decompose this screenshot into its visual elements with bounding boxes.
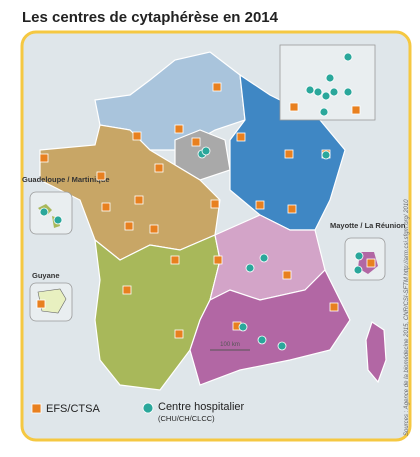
source: Sources : Agence de la biomédecine 2015,… [404,199,410,436]
inset-label: Guadeloupe / Martinique [22,175,110,184]
efs-marker [287,204,297,214]
legend-swatch-hospital [142,402,154,414]
efs-marker [191,137,201,147]
efs-marker [289,102,299,112]
hospital-marker [319,107,329,117]
efs-marker [213,255,223,265]
efs-marker [284,149,294,159]
inset-label: Mayotte / La Réunion [330,221,406,230]
legend-detail: (CHU/CH/CLCC) [158,414,215,423]
hospital-marker [353,265,363,275]
hospital-marker [259,253,269,263]
hospital-marker [354,251,364,261]
efs-marker [154,163,164,173]
hospital-marker [321,150,331,160]
inset-label: Guyane [32,271,60,280]
hospital-marker [245,263,255,273]
efs-marker [255,200,265,210]
hospital-marker [238,322,248,332]
hospital-marker [343,87,353,97]
hospital-marker [39,207,49,217]
hospital-marker [313,87,323,97]
efs-marker [351,105,361,115]
efs-marker [96,171,106,181]
hospital-marker [53,215,63,225]
inset-label-antilles: Guadeloupe / Martinique [22,175,110,184]
efs-marker [236,132,246,142]
efs-marker [36,299,46,309]
markers [36,52,376,351]
hospital-marker [277,341,287,351]
hospital-marker [325,73,335,83]
hospital-marker [321,91,331,101]
efs-marker [174,124,184,134]
hospital-marker [201,146,211,156]
efs-marker [39,153,49,163]
efs-marker [101,202,111,212]
region-corsica [365,321,387,384]
efs-marker [124,221,134,231]
scale-label: 100 km [220,342,240,348]
legend-swatch-efs [31,403,42,414]
region-south [189,268,351,386]
title: Les centres de cytaphérèse en 2014 [22,9,279,26]
efs-marker [122,285,132,295]
efs-marker [170,255,180,265]
efs-marker [329,302,339,312]
efs-marker [174,329,184,339]
regions [39,51,387,391]
efs-marker [282,270,292,280]
hospital-marker [329,87,339,97]
efs-marker [134,195,144,205]
inset-antilles [29,191,73,235]
efs-marker [366,258,376,268]
region-west [39,124,221,261]
hospital-marker [343,52,353,62]
legend-label: Centre hospitalier [158,401,245,413]
efs-marker [212,82,222,92]
hospital-marker [257,335,267,345]
efs-marker [210,199,220,209]
hospital-marker [305,85,315,95]
efs-marker [149,224,159,234]
legend-label: EFS/CTSA [46,403,100,415]
efs-marker [132,131,142,141]
